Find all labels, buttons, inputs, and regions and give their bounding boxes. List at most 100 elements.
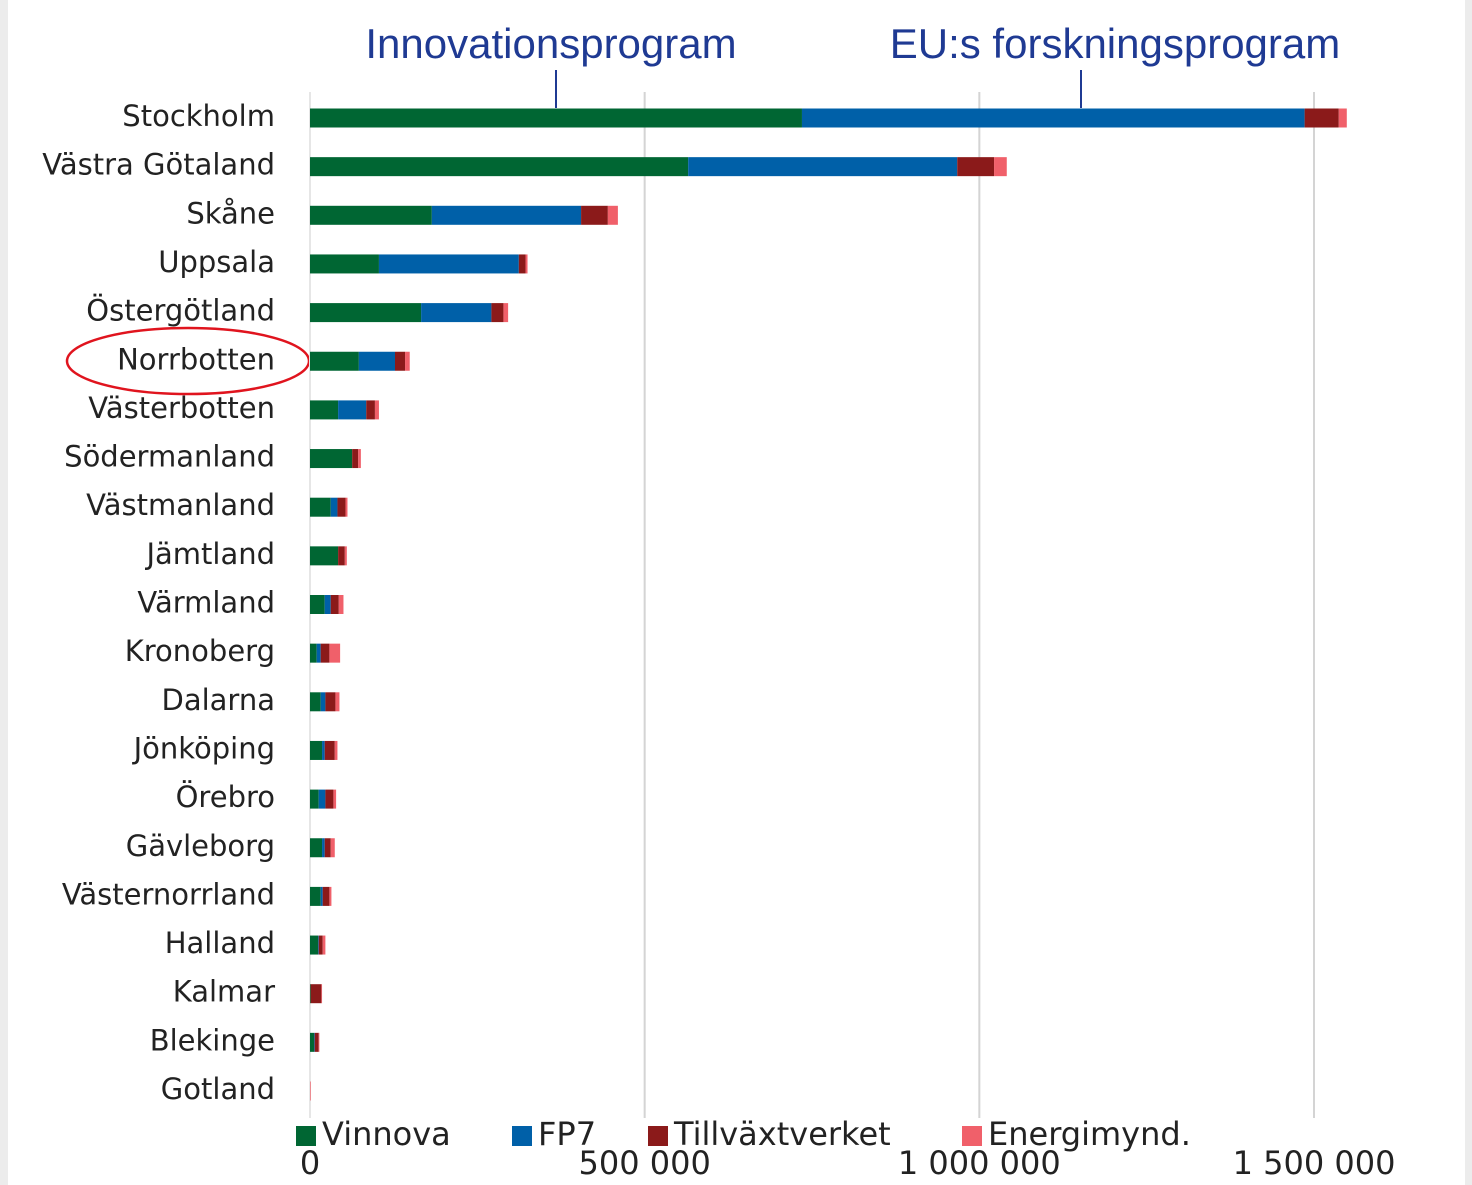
y-tick-label: Västra Götaland: [42, 148, 275, 182]
x-tick-label: 0: [300, 1144, 320, 1182]
bar-segment: [358, 351, 396, 371]
bar-segment: [330, 595, 339, 614]
bar-segment: [957, 157, 995, 177]
y-tick-label: Södermanland: [64, 440, 275, 474]
y-tick-label: Gotland: [161, 1072, 275, 1106]
y-tick-label: Östergötland: [86, 294, 275, 328]
bar-segment: [310, 984, 311, 1004]
bar-segment: [320, 886, 323, 906]
bar-segment: [421, 303, 492, 323]
bar-segment: [310, 838, 323, 858]
bar-segment: [329, 886, 332, 906]
bar-segment: [325, 789, 334, 809]
bar-segment: [395, 351, 406, 371]
bar-segment: [318, 789, 326, 809]
y-tick-label: Örebro: [176, 780, 275, 814]
bar-segment: [314, 1032, 315, 1052]
bar-segment: [310, 449, 353, 469]
y-tick-label: Jämtland: [144, 537, 275, 571]
y-tick-label: Uppsala: [158, 245, 275, 279]
bar-segment: [358, 449, 361, 469]
bar-segment: [688, 157, 958, 177]
bar-segment: [314, 1032, 319, 1052]
y-tick-label: Västernorrland: [62, 877, 275, 911]
bar-segment: [335, 692, 340, 712]
legend-swatch: [962, 1126, 982, 1146]
y-tick-label: Stockholm: [122, 99, 275, 133]
x-tick-label: 500 000: [579, 1144, 711, 1182]
y-tick-label: Kalmar: [173, 975, 275, 1009]
bar-segment: [310, 935, 319, 955]
bar-segment: [994, 157, 1007, 177]
bar-segment: [322, 838, 325, 858]
annotation: EU:s forskningsprogram: [890, 20, 1341, 67]
bar-segment: [322, 740, 325, 760]
bar-segment: [366, 400, 375, 420]
bar-segment: [431, 205, 582, 225]
bar-segment: [374, 400, 379, 420]
y-tick-label: Västerbotten: [88, 391, 275, 425]
bar-segment: [310, 205, 432, 225]
y-tick-label: Kronoberg: [125, 634, 275, 668]
bar-segment: [338, 400, 367, 420]
bar-segment: [325, 692, 336, 712]
bar-segment: [329, 643, 341, 663]
bar-segment: [324, 740, 335, 760]
bar-segment: [1304, 108, 1339, 128]
y-tick-label: Norrbotten: [117, 342, 275, 376]
bar-segment: [324, 595, 331, 614]
bar-segment: [338, 595, 344, 614]
bar-segment: [310, 400, 339, 420]
bar-segment: [320, 692, 326, 712]
bar-segment: [310, 740, 323, 760]
bar-segment: [316, 643, 321, 663]
legend-label: Tillväxtverket: [673, 1115, 891, 1153]
bar-segment: [525, 254, 528, 274]
bar-segment: [310, 497, 331, 517]
y-tick-label: Blekinge: [150, 1023, 275, 1057]
bar-segment: [310, 254, 379, 274]
bar-segment: [310, 643, 317, 663]
bar-segment: [310, 789, 319, 809]
legend-swatch: [648, 1126, 668, 1146]
bar-segment: [310, 886, 321, 906]
bar-segment: [324, 838, 331, 858]
bar-segment: [322, 886, 330, 906]
x-tick-label: 1 500 000: [1233, 1144, 1396, 1182]
legend-label: FP7: [538, 1115, 596, 1153]
bar-segment: [1338, 108, 1347, 128]
y-tick-label: Skåne: [186, 196, 275, 230]
x-tick-label: 1 000 000: [898, 1144, 1061, 1182]
bar-segment: [378, 254, 519, 274]
bar-segment: [310, 351, 359, 371]
bar-segment: [318, 935, 323, 955]
bar-segment: [310, 1081, 311, 1101]
y-tick-label: Västmanland: [86, 488, 275, 522]
bar-segment: [491, 303, 504, 323]
bar-segment: [310, 157, 689, 177]
legend-label: Energimynd.: [988, 1115, 1191, 1153]
bar-segment: [334, 740, 338, 760]
bar-segment: [405, 351, 410, 371]
y-tick-label: Värmland: [137, 586, 275, 620]
bar-segment: [310, 984, 322, 1004]
bar-segment: [352, 449, 359, 469]
y-tick-label: Halland: [165, 926, 275, 960]
panel: [8, 0, 1465, 1185]
bar-segment: [310, 303, 422, 323]
bar-segment: [318, 1032, 320, 1052]
bar-segment: [344, 546, 347, 566]
bar-segment: [330, 838, 335, 858]
bar-segment: [338, 546, 345, 566]
bar-segment: [607, 205, 618, 225]
bar-segment: [581, 205, 608, 225]
bar-segment: [321, 984, 323, 1004]
bar-segment: [310, 108, 802, 128]
bar-segment: [322, 935, 326, 955]
legend-swatch: [296, 1126, 316, 1146]
bar-segment: [318, 935, 319, 955]
bar-segment: [310, 692, 321, 712]
y-tick-label: Dalarna: [162, 683, 276, 717]
bar-segment: [337, 497, 346, 517]
